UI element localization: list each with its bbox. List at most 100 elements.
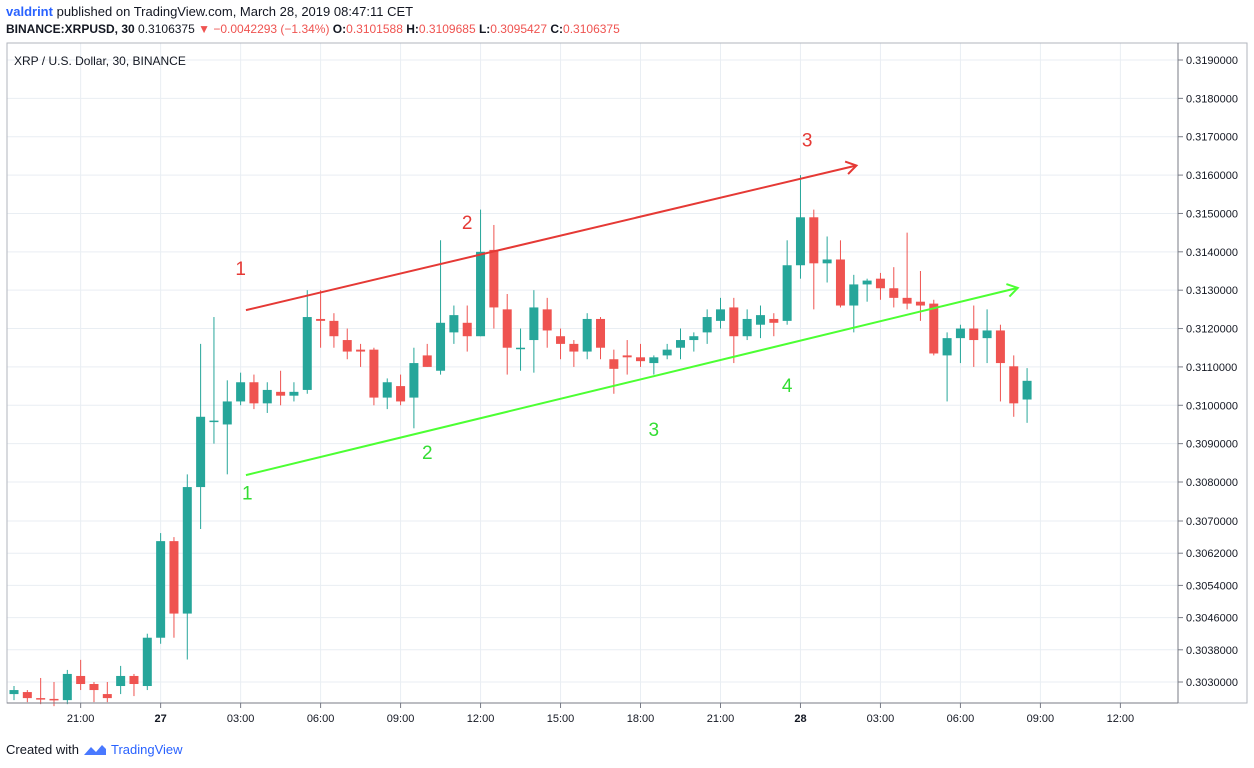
candle [969, 305, 979, 367]
candle-body [462, 322, 472, 337]
chart-grid [7, 43, 1178, 703]
price-tick-label: 0.3100000 [1186, 400, 1238, 412]
price-axis[interactable]: 0.3190000 0.3180000 0.3170000 0.3160000 0.31… [1178, 55, 1238, 689]
candle-body [502, 309, 512, 348]
wave-label: 2 [422, 443, 433, 464]
candle-body [156, 541, 166, 638]
candle-body [342, 340, 352, 352]
candle-body [209, 420, 219, 423]
candle-body [715, 309, 725, 321]
time-axis[interactable]: 21:00 27 03:00 06:00 09:00 12:00 15:00 18:00 21:… [67, 703, 1134, 725]
candle-body [382, 382, 392, 398]
candle-body [169, 541, 179, 614]
candle-body [302, 317, 312, 390]
wave-label: 1 [235, 259, 246, 280]
candle [62, 669, 72, 705]
candle-body [489, 249, 499, 308]
candle-body [609, 359, 619, 369]
candle-body [809, 217, 819, 264]
close-value: 0.3106375 [563, 22, 620, 36]
price-tick-label: 0.3140000 [1186, 247, 1238, 259]
candle [22, 690, 32, 703]
wave-label: 2 [462, 213, 473, 234]
open-label: O: [332, 22, 347, 36]
candle [209, 317, 219, 444]
time-tick-label: 21:00 [707, 713, 735, 725]
publish-line: valdrint published on TradingView.com, M… [6, 4, 413, 19]
support-arrowhead [1006, 283, 1020, 298]
candle [1022, 368, 1032, 423]
candle [129, 673, 139, 697]
candle [436, 240, 446, 375]
candle-body [1009, 366, 1019, 404]
price-change: −0.0042293 (−1.34%) [213, 22, 330, 36]
candle [462, 305, 472, 352]
resistance-arrowhead [844, 160, 859, 175]
candle-body [49, 698, 59, 701]
candle [529, 290, 539, 373]
tradingview-brand[interactable]: TradingView [110, 742, 183, 757]
candle [769, 313, 779, 337]
candle [729, 297, 739, 364]
candle [369, 347, 379, 406]
candle-body [622, 355, 632, 358]
price-tick-label: 0.3180000 [1186, 93, 1238, 105]
candle-body [702, 317, 712, 333]
time-tick-label: 21:00 [67, 713, 95, 725]
candle [76, 659, 86, 691]
candle [289, 382, 299, 402]
candle [915, 271, 925, 321]
candle [116, 665, 126, 695]
candle-body [329, 320, 339, 337]
price-tick-label: 0.3190000 [1186, 55, 1238, 67]
candle-body [76, 675, 86, 685]
candle [676, 328, 685, 360]
candle [196, 343, 206, 530]
wave-label: 3 [802, 130, 813, 151]
candle-body [236, 382, 246, 402]
price-tick-label: 0.3054000 [1186, 580, 1238, 592]
time-tick-label: 15:00 [547, 713, 575, 725]
price-tick-label: 0.3130000 [1186, 285, 1238, 297]
ohlc-line: BINANCE:XRPUSD, 30 0.3106375 ▼ −0.004229… [6, 22, 620, 36]
high-value: 0.3109685 [418, 22, 476, 36]
candle [276, 370, 286, 406]
candle-body [795, 217, 805, 266]
price-tick-label: 0.3046000 [1186, 613, 1238, 625]
candle [782, 240, 792, 325]
candle [236, 372, 246, 406]
candle [582, 313, 592, 360]
candle [849, 274, 859, 333]
time-tick-label: 03:00 [867, 713, 895, 725]
author-link[interactable]: valdrint [6, 4, 53, 19]
time-tick-label: 03:00 [227, 713, 255, 725]
candle [556, 328, 566, 360]
trendlines [245, 160, 1020, 477]
chart-frame [6, 42, 1248, 704]
price-tick-label: 0.3090000 [1186, 439, 1238, 451]
price-tick-label: 0.3070000 [1186, 516, 1238, 528]
candle-body [142, 637, 152, 687]
candle [542, 297, 552, 348]
time-tick-label: 12:00 [1107, 713, 1135, 725]
price-tick-label: 0.3038000 [1186, 645, 1238, 657]
support-line [245, 286, 1018, 477]
candle [382, 378, 392, 410]
high-label: H: [406, 22, 419, 36]
candle [995, 324, 1005, 402]
candle [222, 380, 232, 475]
candle [142, 633, 152, 691]
candle-body [289, 391, 299, 396]
candle [342, 328, 352, 360]
candle-body [182, 487, 192, 614]
candle [302, 290, 312, 394]
candle-body [862, 280, 872, 285]
candle [902, 232, 912, 310]
price-tick-label: 0.3120000 [1186, 324, 1238, 336]
candle-body [422, 355, 432, 367]
candle-body [875, 278, 885, 289]
candle-body [89, 684, 99, 691]
time-tick-label: 06:00 [307, 713, 335, 725]
candle [702, 309, 712, 344]
